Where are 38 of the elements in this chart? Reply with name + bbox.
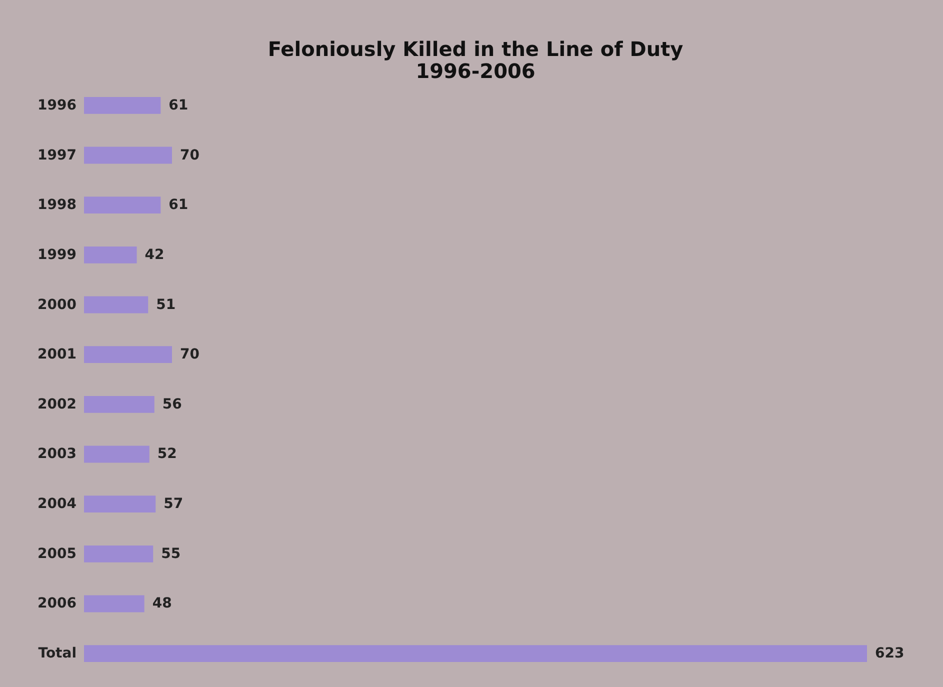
bar [84,396,154,413]
bar [84,296,148,314]
data-label: 61 [168,197,188,214]
bar [84,496,156,513]
bar [84,446,150,463]
data-label: 57 [164,496,184,512]
bar [84,146,172,164]
data-label: 623 [875,646,904,662]
bar [84,595,144,612]
data-label: 52 [157,446,177,462]
data-label: 48 [152,596,172,612]
bar [84,545,154,562]
data-label: 70 [180,346,200,363]
data-label: 55 [161,546,181,562]
y-tick-label: 2001 [38,346,76,363]
y-tick-label: 2003 [38,446,76,462]
y-tick-label: 2006 [38,596,76,612]
y-tick-label: 1998 [38,197,76,214]
y-tick-label: 1997 [38,147,76,164]
bar [84,346,172,364]
y-tick-label: 2000 [38,296,77,313]
y-tick-label: 1996 [38,97,76,114]
bar [84,96,161,114]
bar [84,196,161,214]
chart-subtitle: 1996-2006 [416,59,536,83]
data-label: 42 [144,246,164,263]
bar [84,645,867,662]
data-label: 51 [156,296,176,313]
bar [84,246,137,264]
data-label: 70 [180,147,200,164]
data-label: 61 [168,97,188,114]
y-tick-label: 2005 [38,546,76,562]
chart-title: Feloniously Killed in the Line of Duty [268,37,684,61]
y-tick-label: 1999 [38,246,76,263]
data-label: 56 [162,396,182,412]
y-tick-label: Total [38,646,76,662]
y-tick-label: 2004 [38,496,77,512]
y-tick-label: 2002 [38,396,76,412]
